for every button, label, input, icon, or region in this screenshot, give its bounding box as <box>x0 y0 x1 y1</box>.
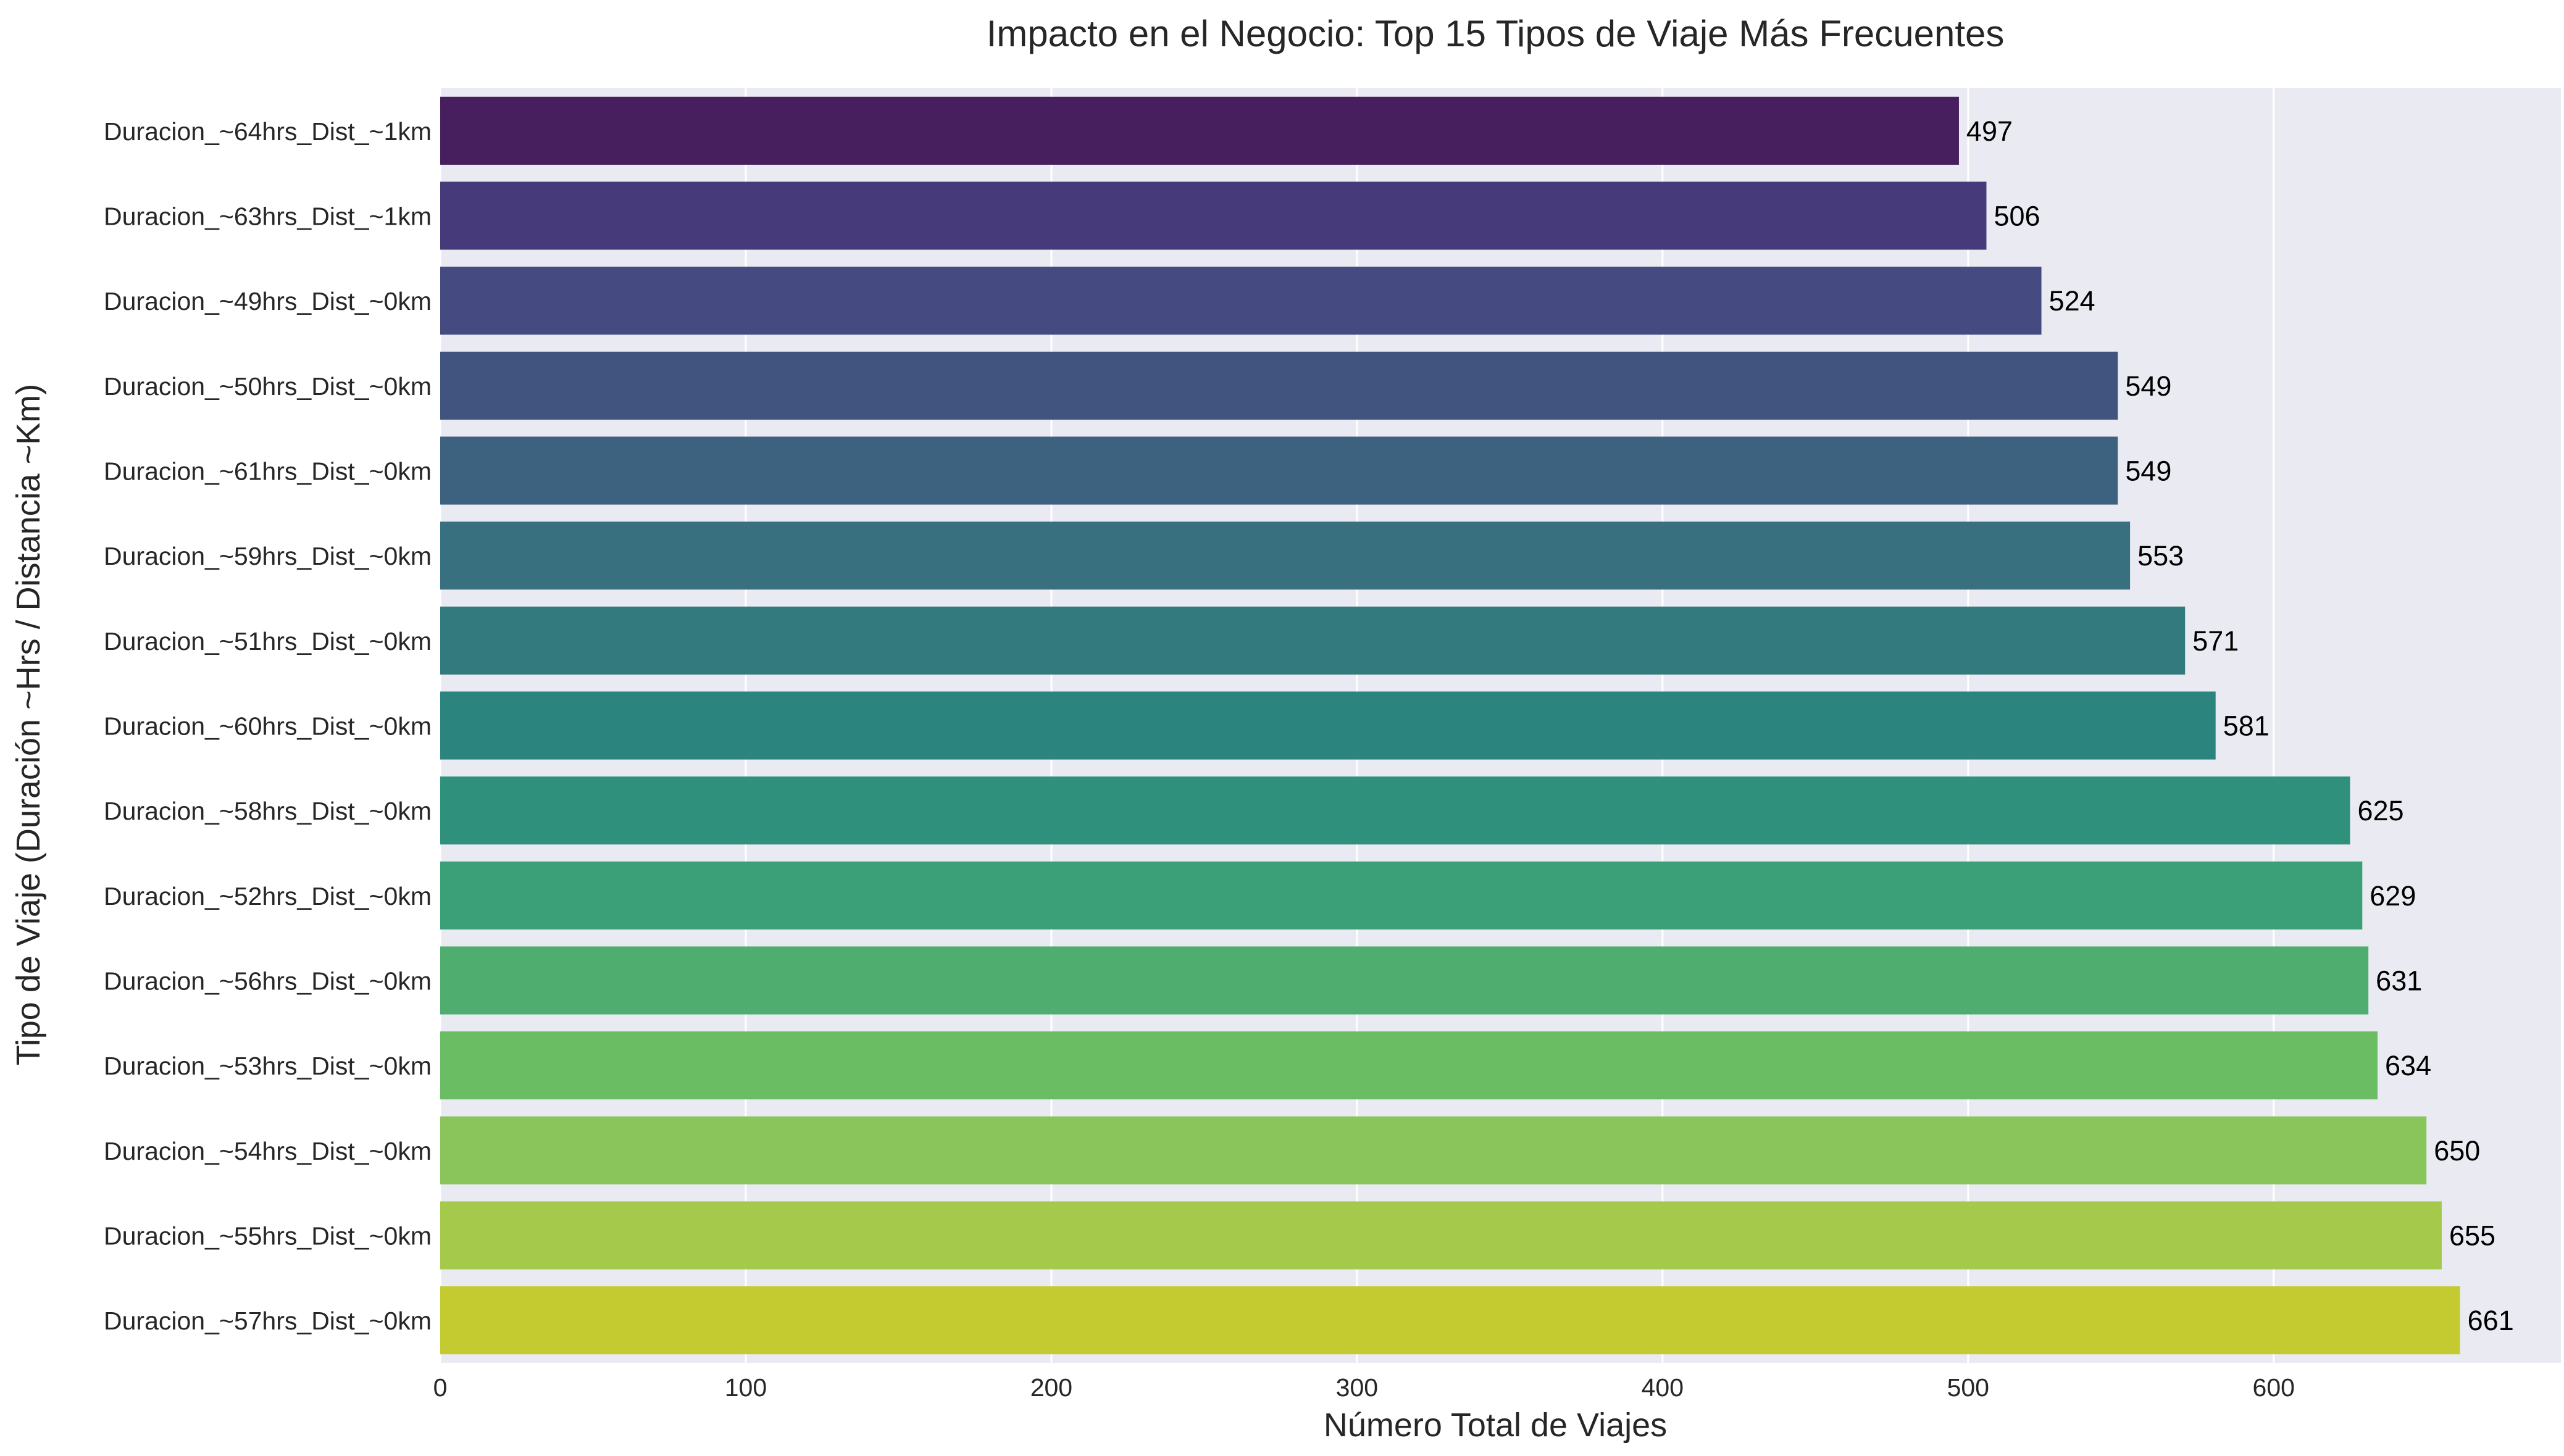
x-tick-label: 0 <box>433 1373 448 1402</box>
bar <box>440 1031 2378 1100</box>
bar <box>440 351 2118 420</box>
x-tick-label: 600 <box>2253 1373 2295 1402</box>
y-tick-label: Duracion_~53hrs_Dist_~0km <box>104 1052 432 1080</box>
y-tick-label: Duracion_~51hrs_Dist_~0km <box>104 627 432 655</box>
bar <box>440 436 2118 505</box>
y-tick-label: Duracion_~58hrs_Dist_~0km <box>104 797 432 825</box>
bar <box>440 1286 2460 1355</box>
y-tick-label: Duracion_~49hrs_Dist_~0km <box>104 287 432 315</box>
bar-value-label: 549 <box>2125 456 2171 487</box>
y-tick-label: Duracion_~59hrs_Dist_~0km <box>104 542 432 570</box>
y-tick-label: Duracion_~52hrs_Dist_~0km <box>104 882 432 910</box>
y-tick-label: Duracion_~61hrs_Dist_~0km <box>104 457 432 486</box>
bar-value-label: 524 <box>2049 285 2095 317</box>
bar <box>440 691 2216 760</box>
bar <box>440 522 2131 590</box>
x-tick-label: 300 <box>1336 1373 1378 1402</box>
x-tick-label: 200 <box>1030 1373 1072 1402</box>
chart-title: Impacto en el Negocio: Top 15 Tipos de V… <box>987 13 2005 54</box>
bar <box>440 861 2363 930</box>
bar-value-label: 661 <box>2468 1305 2514 1336</box>
y-tick-label: Duracion_~60hrs_Dist_~0km <box>104 712 432 741</box>
bar-value-label: 506 <box>1994 201 2040 232</box>
y-tick-label: Duracion_~64hrs_Dist_~1km <box>104 117 432 146</box>
bar-value-label: 571 <box>2192 625 2239 657</box>
bar-value-label: 549 <box>2125 370 2171 402</box>
bar-value-label: 497 <box>1966 115 2013 147</box>
bar <box>440 181 1987 250</box>
x-tick-label: 100 <box>725 1373 767 1402</box>
y-tick-label: Duracion_~54hrs_Dist_~0km <box>104 1137 432 1165</box>
bar-value-label: 634 <box>2385 1050 2431 1081</box>
bar-value-label: 553 <box>2137 540 2184 572</box>
bar <box>440 946 2369 1015</box>
y-tick-label: Duracion_~55hrs_Dist_~0km <box>104 1222 432 1250</box>
y-tick-label: Duracion_~63hrs_Dist_~1km <box>104 202 432 231</box>
bar <box>440 776 2350 845</box>
bar-value-label: 631 <box>2376 965 2422 997</box>
x-tick-label: 400 <box>1642 1373 1684 1402</box>
bar <box>440 1201 2442 1270</box>
x-axis-label: Número Total de Viajes <box>1324 1407 1667 1444</box>
bar-value-label: 655 <box>2449 1220 2495 1252</box>
bar-value-label: 625 <box>2357 795 2403 826</box>
y-tick-label: Duracion_~56hrs_Dist_~0km <box>104 967 432 996</box>
bar <box>440 267 2042 335</box>
x-tick-label: 500 <box>1947 1373 1989 1402</box>
bar <box>440 96 1959 165</box>
bar-value-label: 629 <box>2370 880 2416 912</box>
bar <box>440 606 2186 675</box>
y-tick-label: Duracion_~57hrs_Dist_~0km <box>104 1307 432 1335</box>
y-axis-label: Tipo de Viaje (Duración ~Hrs / Distancia… <box>10 384 47 1065</box>
bar-value-label: 581 <box>2223 710 2270 742</box>
bar-value-label: 650 <box>2434 1135 2480 1167</box>
y-tick-label: Duracion_~50hrs_Dist_~0km <box>104 372 432 401</box>
bar <box>440 1116 2427 1184</box>
